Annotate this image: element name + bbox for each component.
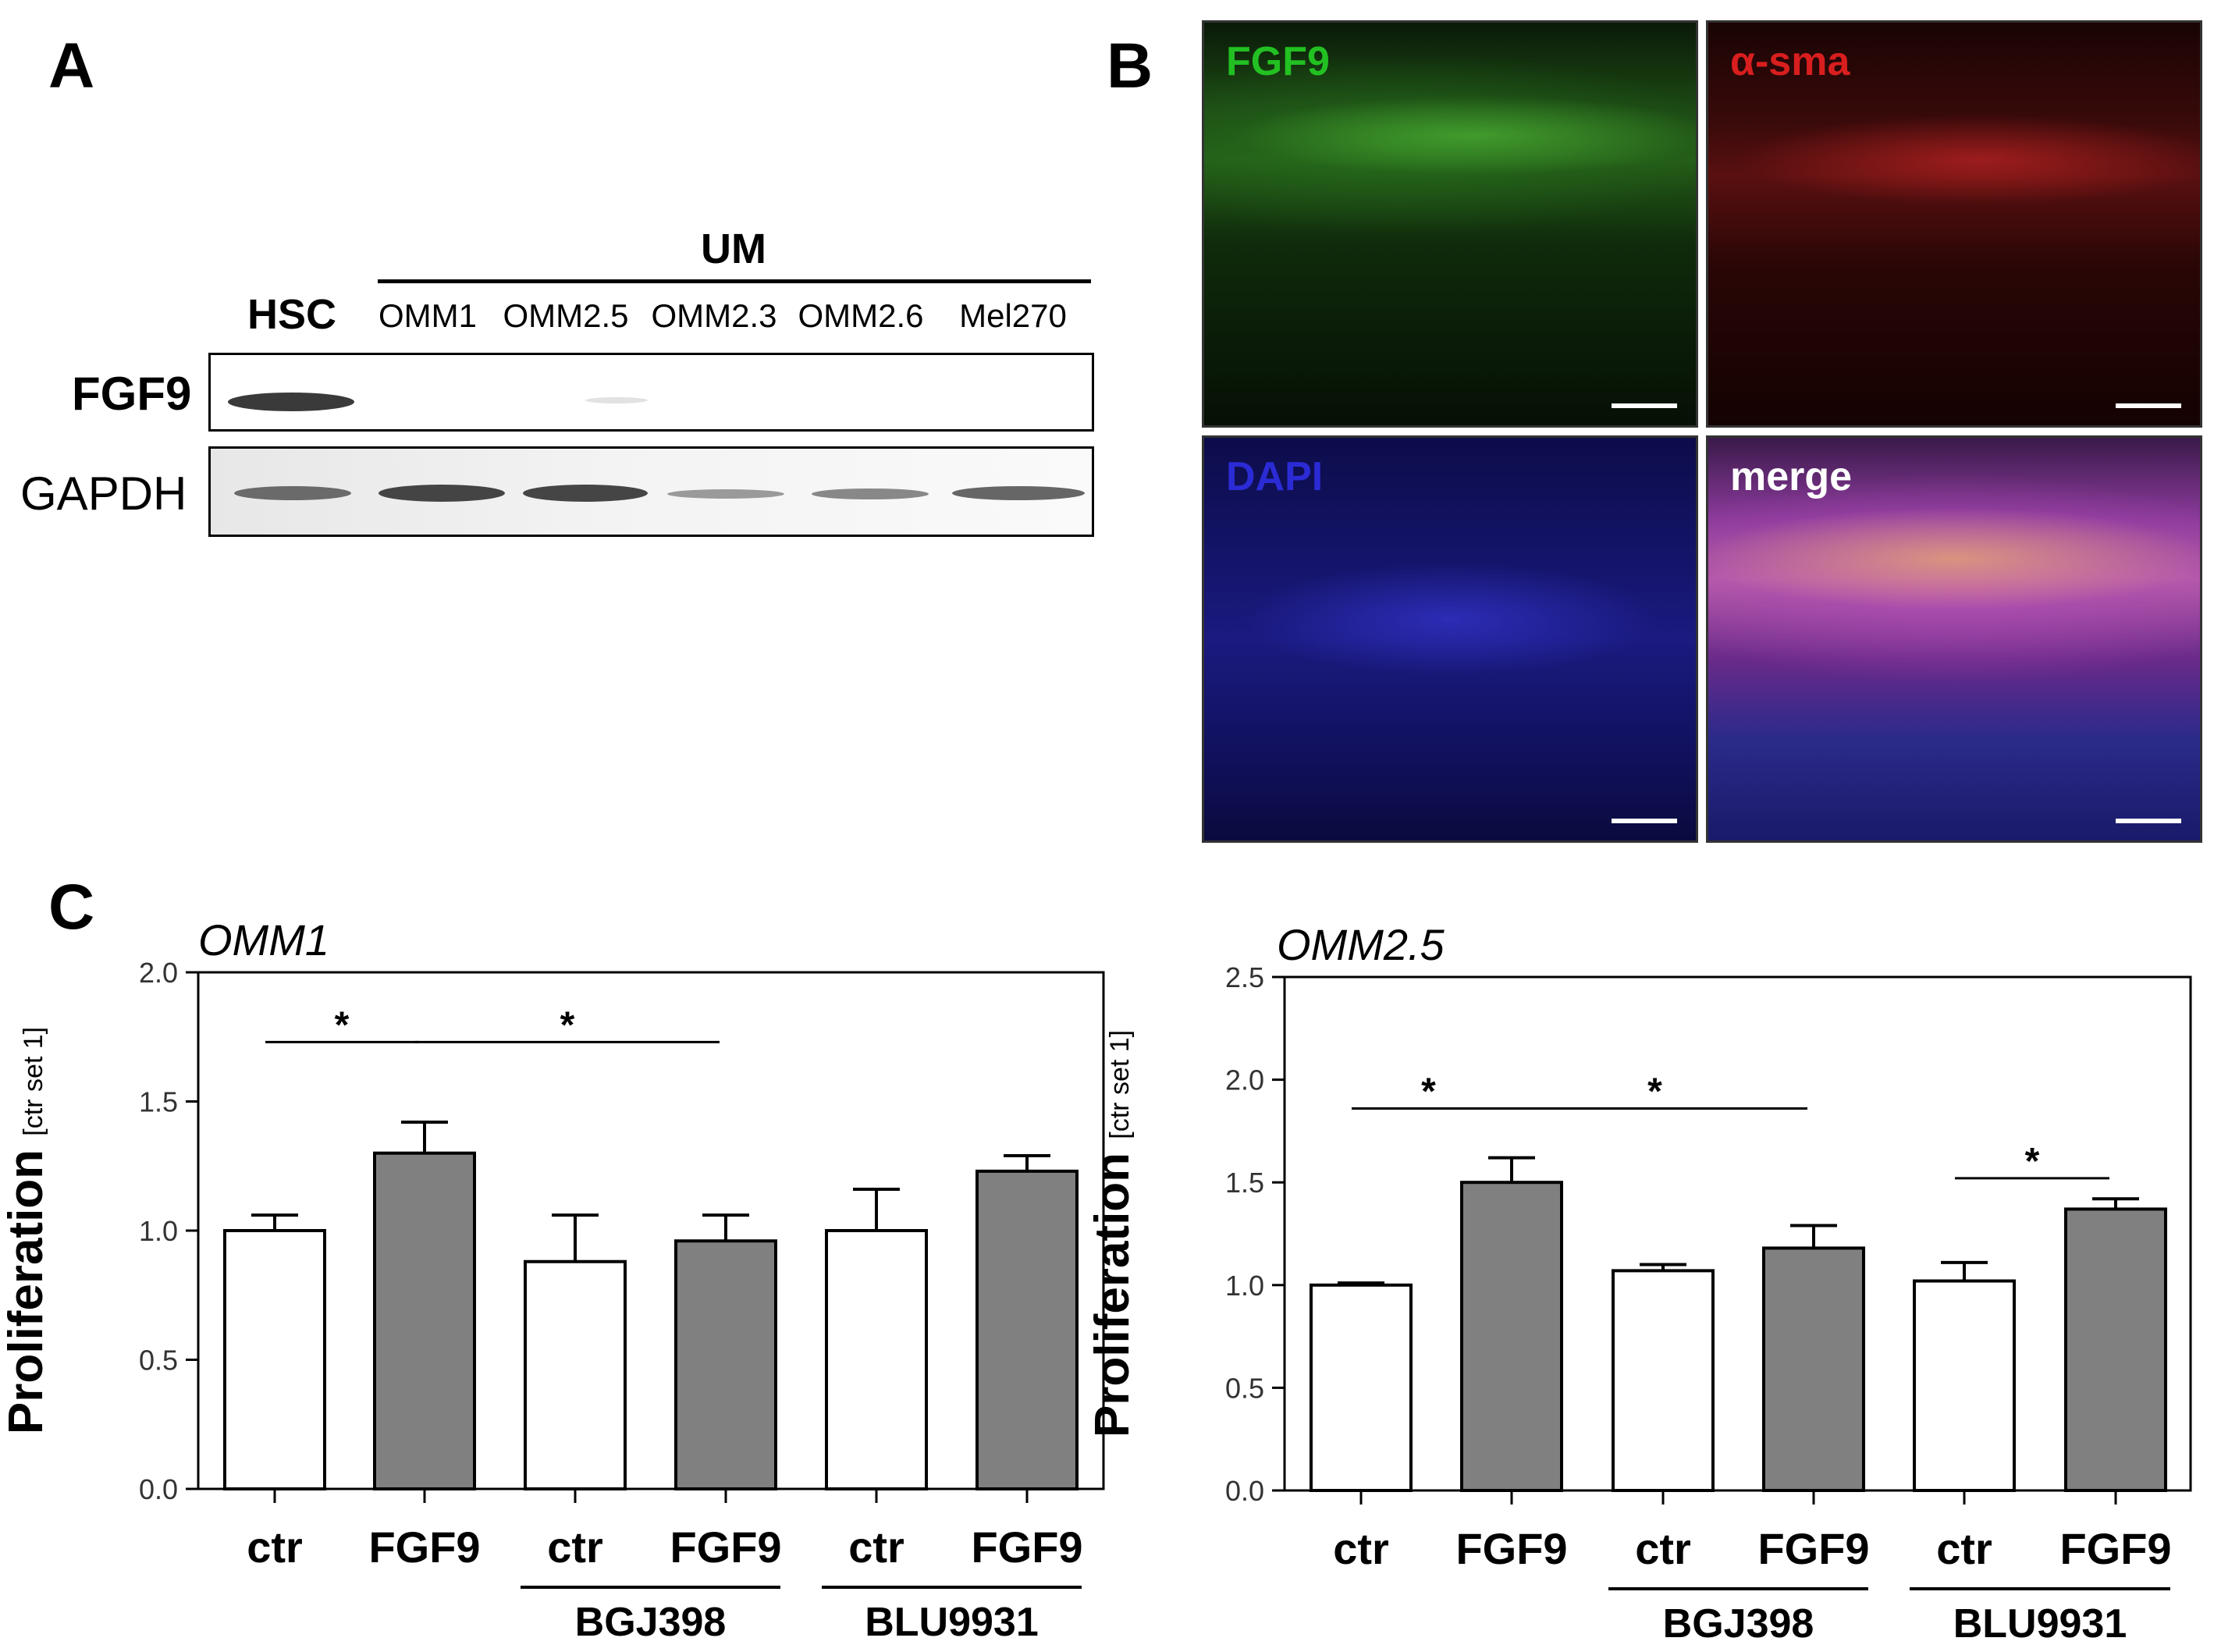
y-tick-label: 0.5: [1225, 1372, 1264, 1404]
bar: [1310, 1283, 1413, 1493]
bar: [674, 1239, 777, 1490]
gapdh-band-omm2-6: [812, 488, 929, 499]
bar: [1612, 1269, 1715, 1492]
chart-title: OMM1: [198, 915, 329, 965]
y-axis-label-main: Proliferation: [1086, 1139, 1139, 1437]
tile-label-dapi: DAPI: [1226, 454, 1324, 499]
panel-label-c: C: [48, 872, 95, 943]
x-tick-label: FGF9: [1455, 1524, 1567, 1573]
y-axis-label: Proliferation [ctr set 1]: [0, 1027, 53, 1434]
significance-star: *: [335, 1004, 350, 1046]
micrograph-fgf9: FGF9: [1202, 20, 1698, 428]
y-tick-label: 0.0: [1225, 1475, 1264, 1507]
bar: [223, 1229, 326, 1490]
y-axis-label-main: Proliferation: [0, 1136, 53, 1434]
gapdh-band-mel270: [952, 486, 1085, 500]
x-tick-label: FGF9: [971, 1522, 1082, 1572]
x-tick-label: ctr: [1333, 1524, 1389, 1573]
bar: [976, 1169, 1079, 1490]
panel-label-b: B: [1107, 30, 1153, 101]
x-tick-label: ctr: [848, 1522, 904, 1572]
gapdh-band-omm2-3: [667, 489, 784, 499]
um-group-label: UM: [701, 226, 766, 272]
tile-label-merge: merge: [1730, 454, 1853, 499]
lane-label-mel270: Mel270: [959, 297, 1067, 334]
x-tick-label: ctr: [247, 1522, 303, 1572]
plot-frame: [197, 971, 1105, 1490]
row-label-gapdh: GAPDH: [20, 467, 187, 520]
fgf9-band-faint: [585, 397, 648, 403]
y-tick-label: 2.0: [1225, 1064, 1264, 1096]
lane-label-hsc: HSC: [247, 291, 336, 338]
group-label: BGJ398: [1663, 1601, 1814, 1647]
gapdh-band-omm2-5: [523, 485, 648, 502]
tile-label-fgf9: FGF9: [1226, 39, 1330, 84]
y-axis-label-unit: [ctr set 1]: [1105, 1030, 1135, 1139]
chart-title: OMM2.5: [1277, 920, 1445, 969]
x-tick-label: FGF9: [2059, 1524, 2171, 1573]
significance-star: *: [1647, 1071, 1662, 1112]
y-tick-label: 0.5: [139, 1345, 178, 1377]
micrograph-merge: merge: [1706, 435, 2202, 843]
group-label: BGJ398: [575, 1600, 727, 1645]
plot-frame: [1283, 975, 2192, 1492]
bar: [1762, 1246, 1865, 1492]
x-tick-label: ctr: [547, 1522, 603, 1572]
lane-label-omm2-6: OMM2.6: [798, 297, 924, 334]
scale-bar: [1612, 819, 1677, 823]
bar: [1460, 1181, 1563, 1492]
scale-bar: [1612, 403, 1677, 408]
gapdh-band-hsc: [234, 486, 351, 500]
fgf9-blot: [208, 353, 1094, 432]
lane-label-omm2-5: OMM2.5: [503, 297, 629, 334]
x-tick-label: FGF9: [368, 1522, 480, 1572]
fgf9-band-hsc: [228, 393, 354, 411]
y-tick-label: 2.5: [1225, 961, 1264, 993]
y-tick-label: 0.0: [139, 1473, 178, 1505]
y-axis-label-unit: [ctr set 1]: [19, 1027, 48, 1136]
bar: [825, 1229, 928, 1490]
chart-1: OMM2.5 Proliferation [ctr set 1] 0.0 0.5 1.0…: [1086, 920, 2192, 1647]
significance-star: *: [1421, 1071, 1436, 1112]
x-tick-label: FGF9: [670, 1522, 781, 1572]
gapdh-blot: [208, 446, 1094, 537]
x-tick-label: ctr: [1936, 1524, 1992, 1573]
group-label: BLU9931: [1953, 1601, 2127, 1647]
micrograph-alpha-sma: α-sma: [1706, 20, 2202, 428]
bar: [1913, 1279, 2016, 1492]
gapdh-band-omm1: [378, 485, 505, 502]
y-axis-label: Proliferation [ctr set 1]: [1086, 1030, 1139, 1437]
y-tick-label: 1.0: [1225, 1270, 1264, 1302]
x-tick-label: FGF9: [1757, 1524, 1869, 1573]
group-label: BLU9931: [865, 1600, 1039, 1645]
lane-label-omm1: OMM1: [378, 297, 477, 334]
chart-0: OMM1 Proliferation [ctr set 1] 0.0 0.5 1.0 1.…: [0, 915, 1105, 1645]
significance-star: *: [560, 1004, 575, 1046]
y-tick-label: 1.5: [139, 1086, 178, 1118]
x-tick-label: ctr: [1635, 1524, 1691, 1573]
micrograph-dapi: DAPI: [1202, 435, 1698, 843]
y-tick-label: 1.0: [139, 1215, 178, 1247]
lane-label-omm2-3: OMM2.3: [651, 297, 777, 334]
panel-label-a: A: [48, 30, 95, 101]
row-label-fgf9: FGF9: [72, 368, 192, 420]
tile-label-alpha-sma: α-sma: [1730, 39, 1850, 84]
significance-star: *: [2025, 1141, 2040, 1182]
scale-bar: [2116, 403, 2181, 408]
bar: [2064, 1207, 2167, 1493]
bar: [524, 1259, 627, 1490]
y-tick-label: 1.5: [1225, 1167, 1264, 1199]
y-tick-label: 2.0: [139, 957, 178, 989]
bar: [373, 1151, 476, 1490]
um-group-line: [378, 279, 1091, 283]
scale-bar: [2116, 819, 2181, 823]
